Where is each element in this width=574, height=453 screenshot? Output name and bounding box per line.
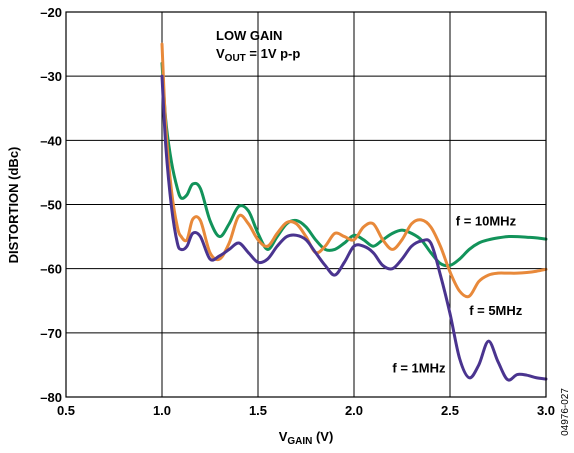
series-label: f = 10MHz [456, 214, 517, 229]
series-labels: f = 10MHz f = 5MHz f = 1MHz [392, 214, 522, 376]
y-axis-label: DISTORTION (dBc) [6, 147, 21, 264]
chart-subtitle: VOUT = 1V p-p [216, 46, 300, 64]
x-axis-subscript: GAIN [287, 436, 312, 447]
grid [66, 12, 546, 397]
y-tick-label: –50 [40, 198, 62, 213]
series-line-f-10mhz [160, 61, 548, 268]
x-tick-label: 1.5 [249, 403, 267, 418]
y-tick-label: –80 [40, 390, 62, 405]
x-tick-label: 2.5 [441, 403, 459, 418]
x-axis-label: VGAIN (V) [279, 429, 334, 447]
x-tick-label: 2.0 [345, 403, 363, 418]
y-tick-label: –40 [40, 133, 62, 148]
series-label: f = 5MHz [469, 303, 523, 318]
series-line-f-1mhz [160, 74, 548, 382]
subtitle-subscript: OUT [225, 53, 246, 64]
x-tick-label: 1.0 [153, 403, 171, 418]
y-tick-label: –20 [40, 5, 62, 20]
series-lines [160, 42, 548, 382]
x-tick-label: 3.0 [537, 403, 555, 418]
y-tick-label: –70 [40, 326, 62, 341]
series-label: f = 1MHz [392, 361, 446, 376]
series-line-f-5mhz [160, 42, 548, 299]
y-tick-label: –30 [40, 69, 62, 84]
figure-code: 04976-027 [560, 388, 571, 436]
tick-labels: 0.5 1.0 1.5 2.0 2.5 3.0 –20 –30 –40 –50 –60 –70 –80 [40, 5, 555, 418]
y-tick-label: –60 [40, 262, 62, 277]
plot-frame [65, 11, 547, 398]
chart-title: LOW GAIN [216, 28, 282, 43]
x-tick-label: 0.5 [57, 403, 75, 418]
